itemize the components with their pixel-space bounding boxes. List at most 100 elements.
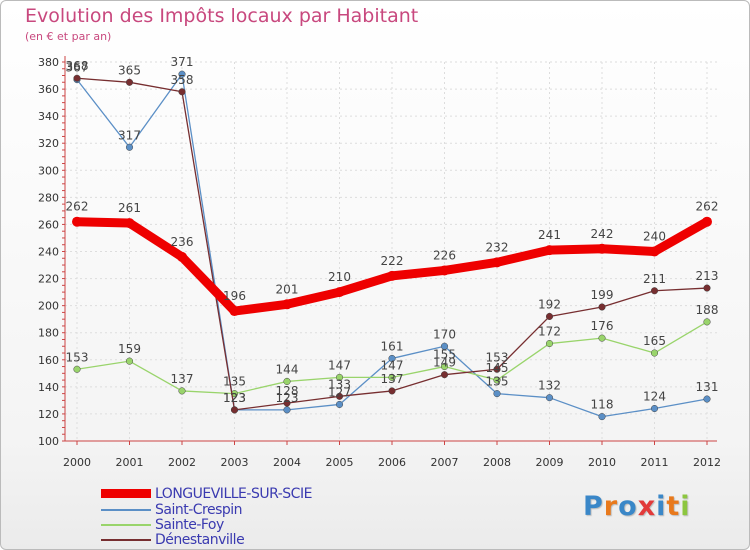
data-label: 128	[276, 384, 299, 398]
data-point	[177, 251, 187, 262]
data-label: 145	[486, 361, 509, 375]
data-point	[544, 245, 555, 256]
x-tick-label: 2003	[221, 456, 249, 469]
data-label: 222	[381, 254, 404, 268]
data-point	[492, 257, 502, 268]
y-tick-label: 320	[38, 137, 59, 150]
data-point	[178, 88, 186, 96]
data-point	[125, 143, 134, 151]
data-label: 199	[591, 288, 614, 302]
y-tick-label: 340	[38, 110, 59, 123]
data-label: 123	[223, 391, 246, 405]
data-point	[598, 303, 606, 311]
data-point	[283, 377, 291, 385]
data-point	[439, 265, 450, 276]
data-label: 155	[433, 348, 456, 362]
x-tick-label: 2006	[378, 456, 406, 469]
proxiti-logo: Proxiti	[583, 491, 691, 522]
data-label-layer: 367 317 371 123 123 127 161 170 135 132 118 124 131 1…	[66, 55, 719, 411]
y-tick-label: 160	[38, 354, 59, 367]
y-tick-label: 280	[38, 191, 59, 204]
data-label: 170	[433, 327, 456, 341]
data-point	[650, 287, 659, 295]
x-tick-label: 2000	[63, 456, 91, 469]
legend-swatch	[101, 523, 151, 526]
data-point	[388, 354, 396, 362]
data-label: 147	[381, 358, 404, 372]
legend-item-denestanville: Dénestanville	[101, 531, 245, 548]
data-label: 192	[538, 297, 561, 311]
legend-item-saint-crespin: Saint-Crespin	[101, 501, 243, 518]
data-point	[649, 246, 660, 257]
data-point	[72, 216, 82, 227]
data-point	[335, 400, 344, 409]
data-label: 358	[171, 73, 194, 87]
data-label: 149	[433, 356, 456, 370]
data-label: 261	[118, 201, 141, 215]
x-tick-label: 2001	[116, 456, 144, 469]
data-point	[335, 392, 344, 400]
axis-layer: 100 120 140 160 180 200 220 240 260 280 300 320 340 3…	[38, 56, 721, 469]
legend-swatch	[101, 538, 151, 541]
data-label: 147	[328, 358, 351, 372]
x-tick-label: 2011	[641, 456, 669, 469]
data-point	[124, 218, 135, 229]
data-label: 161	[381, 339, 404, 353]
y-tick-label: 300	[38, 164, 59, 177]
data-point	[650, 349, 659, 357]
data-label: 196	[223, 289, 246, 303]
data-label: 210	[328, 270, 351, 284]
x-tick-label: 2009	[536, 456, 564, 469]
data-label: 213	[696, 269, 719, 283]
data-label: 241	[538, 228, 561, 242]
data-point	[440, 371, 449, 379]
data-point	[335, 373, 344, 381]
data-label: 132	[538, 379, 561, 393]
data-label: 123	[276, 391, 299, 405]
data-point	[440, 342, 449, 350]
y-tick-label: 120	[38, 408, 59, 421]
logo-letter: i	[680, 491, 691, 522]
chart-title: Evolution des Impôts locaux par Habitant	[25, 5, 419, 27]
data-point	[230, 406, 239, 414]
y-tick-label: 260	[38, 218, 59, 231]
legend-label: Dénestanville	[155, 531, 245, 548]
y-tick-label: 140	[38, 381, 59, 394]
logo-letter: t	[666, 491, 681, 522]
logo-letter: P	[583, 491, 604, 522]
data-point	[545, 339, 554, 348]
data-label: 133	[328, 377, 351, 391]
data-point	[598, 334, 606, 342]
data-label: 153	[486, 350, 509, 364]
legend-label: Sainte-Foy	[155, 516, 224, 533]
y-tick-label: 180	[38, 327, 59, 340]
logo-letter: o	[618, 491, 638, 522]
y-tick-label: 240	[38, 246, 59, 259]
data-point	[73, 365, 81, 373]
data-point	[388, 387, 396, 395]
data-point	[650, 404, 659, 413]
chart-subtitle: (en € et par an)	[25, 30, 112, 43]
data-point	[493, 390, 501, 398]
data-label: 127	[328, 385, 351, 399]
data-label: 242	[591, 227, 614, 241]
data-label: 368	[66, 59, 89, 73]
legend-item-sainte-foy: Sainte-Foy	[101, 516, 224, 533]
data-label: 226	[433, 248, 456, 262]
y-tick-label: 200	[38, 300, 59, 313]
data-point	[178, 70, 186, 78]
data-label: 159	[118, 342, 141, 356]
data-point	[545, 394, 554, 402]
x-tick-label: 2007	[431, 456, 459, 469]
logo-letter: r	[603, 491, 619, 522]
data-point	[440, 363, 449, 371]
x-tick-label: 2004	[273, 456, 301, 469]
x-tick-label: 2010	[588, 456, 616, 469]
data-label: 232	[486, 240, 509, 254]
logo-letter: i	[656, 491, 667, 522]
data-point	[73, 74, 81, 82]
data-point	[125, 357, 134, 365]
data-label: 262	[696, 200, 719, 214]
data-point	[598, 413, 606, 421]
